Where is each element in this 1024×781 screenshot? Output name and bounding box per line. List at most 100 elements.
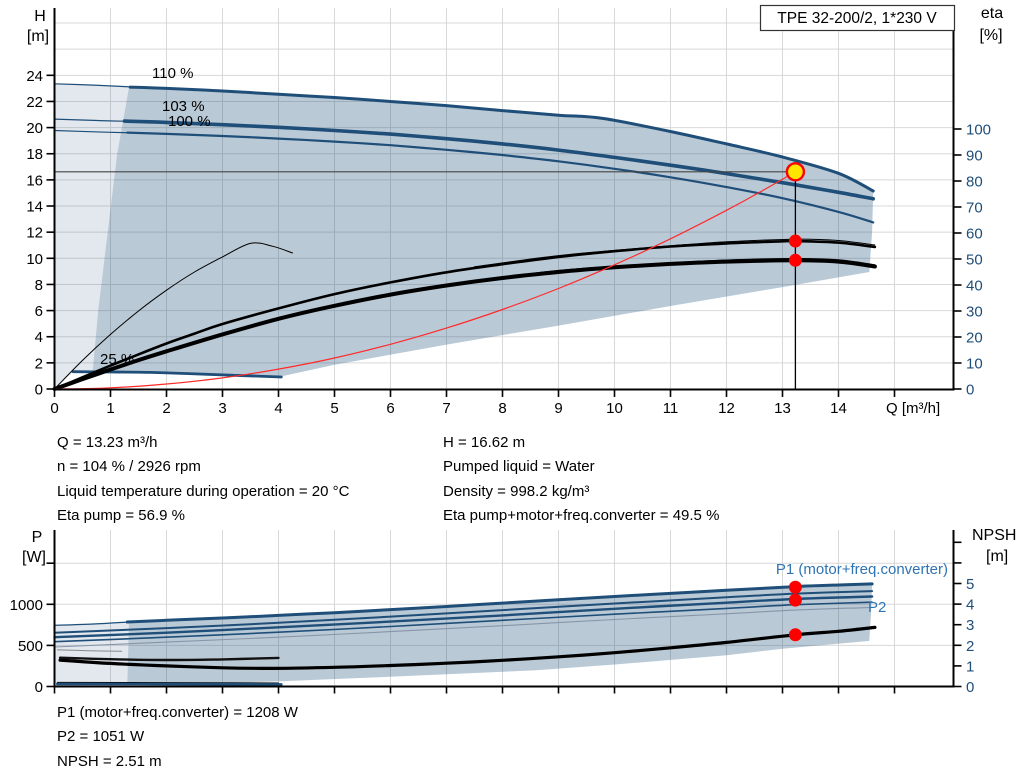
h-axis-tick-label: 22 [26, 94, 43, 111]
q-axis-tick-label: 6 [386, 400, 394, 417]
p1-max [125, 582, 874, 624]
eta-total [52, 258, 877, 391]
top-chart-markers [785, 162, 806, 267]
q-axis-tick-label: 11 [663, 400, 679, 417]
info-q: Q = 13.23 m³/h [57, 434, 158, 451]
eta-axis-tick-label: 30 [966, 304, 983, 321]
eta-axis-unit: [%] [979, 27, 1002, 44]
q-axis-tick-label: 4 [274, 400, 282, 417]
p2-low [53, 606, 873, 648]
h-axis-tick-label: 6 [35, 303, 43, 320]
duty-info-left: Q = 13.23 m³/h n = 104 % / 2926 rpm Liqu… [57, 431, 349, 528]
title-box-frame [759, 4, 956, 32]
p-axis-label: P [32, 529, 43, 546]
curve-label-100: 100 % [168, 113, 211, 130]
eta-axis-tick-label: 50 [966, 252, 983, 269]
q-axis-tick-label: 2 [162, 400, 170, 417]
eta-reduced-speed [54, 242, 293, 390]
eta-pump [53, 239, 877, 391]
p-axis-tick-label: 500 [18, 638, 43, 655]
bottom-chart-axes: 0 500 1000 0 1 2 3 4 5 [10, 530, 974, 696]
p2-max [53, 595, 874, 639]
p2-25-gray [56, 649, 123, 652]
affinity-parabola [53, 171, 796, 390]
npsh-axis-tick-label: 1 [966, 658, 974, 675]
npsh-axis-tick-label: 4 [966, 597, 974, 614]
eta-axis-label: eta [981, 5, 1003, 22]
curve-label-110: 110 % [152, 65, 193, 82]
p1-point [788, 580, 802, 594]
q-axis-label: Q [m³/h] [886, 400, 940, 417]
curve-label-103: 103 % [162, 98, 205, 115]
curve-label-p1: P1 (motor+freq.converter) [776, 561, 948, 578]
eta-pump-point [788, 234, 802, 248]
q-axis-tick-label: 5 [330, 400, 338, 417]
eta-axis-tick-label: 100 [966, 122, 991, 139]
top-chart-curves [52, 83, 877, 391]
bottom-chart-markers [788, 580, 802, 642]
eta-axis-tick-label: 60 [966, 226, 983, 243]
h-axis-tick-label: 24 [26, 68, 43, 85]
npsh-axis-label: NPSH [972, 527, 1016, 544]
eta-axis-tick-label: 90 [966, 148, 983, 165]
info-p1: P1 (motor+freq.converter) = 1208 W [57, 704, 298, 721]
eta-axis-tick-label: 10 [966, 356, 983, 373]
top-chart-axes: 0246810121416182022240102030405060708090… [26, 8, 991, 417]
npsh-axis-tick-label: 0 [966, 679, 974, 696]
p1-max-lead [53, 621, 131, 626]
npsh-axis-tick-label: 2 [966, 638, 974, 655]
h-axis-tick-label: 10 [26, 251, 43, 268]
eta-axis-tick-label: 70 [966, 200, 983, 217]
duty-info-right: H = 16.62 m Pumped liquid = Water Densit… [443, 431, 719, 528]
bottom-chart-curves [53, 582, 877, 686]
q-axis-tick-label: 10 [606, 400, 623, 417]
h-axis-tick-label: 16 [26, 172, 43, 189]
info-pumped-liquid: Pumped liquid = Water [443, 458, 595, 476]
duty-point [785, 162, 806, 182]
p-axis-tick-label: 1000 [10, 597, 43, 614]
h-axis-tick-label: 18 [26, 146, 43, 163]
eta-axis-tick-label: 0 [966, 382, 974, 399]
h-axis-tick-label: 4 [35, 329, 43, 346]
p1-mid [53, 590, 874, 634]
npsh-point [788, 628, 802, 642]
p-axis-tick-label: 0 [35, 679, 43, 696]
h-axis-tick-label: 12 [26, 225, 43, 242]
info-speed: n = 104 % / 2926 rpm [57, 458, 201, 476]
eta-axis-tick-label: 40 [966, 278, 983, 295]
info-p2: P2 = 1051 W [57, 728, 145, 746]
q-axis-tick-label: 9 [554, 400, 562, 417]
info-npsh: NPSH = 2.51 m [57, 752, 162, 770]
info-h: H = 16.62 m [443, 434, 526, 451]
info-eta-total: Eta pump+motor+freq.converter = 49.5 % [443, 506, 720, 524]
eta-total-point [788, 253, 802, 267]
power-info: P1 (motor+freq.converter) = 1208 W P2 = … [57, 701, 298, 774]
q-axis-tick-label: 13 [774, 400, 791, 417]
q-axis-tick-label: 12 [718, 400, 735, 417]
bottom-chart-envelope [54, 583, 873, 685]
operating-envelope-inner [92, 87, 874, 377]
pump-title: TPE 32-200/2, 1*230 V [777, 10, 937, 27]
p2-mid [53, 601, 873, 643]
curve-label-p2: P2 [868, 599, 886, 616]
p-axis-unit: [W] [22, 549, 46, 566]
info-eta-pump: Eta pump = 56.9 % [57, 506, 185, 524]
q-axis-tick-label: 0 [50, 400, 58, 417]
q-axis-tick-label: 3 [218, 400, 226, 417]
q-axis-tick-label: 7 [442, 400, 450, 417]
power-envelope-inner [127, 583, 873, 685]
h-axis-label: H [34, 8, 46, 25]
q-axis-tick-label: 1 [106, 400, 114, 417]
q-axis-tick-label: 8 [498, 400, 506, 417]
curve-label-25: 25 % [100, 351, 134, 368]
qh-100-lead [53, 129, 131, 134]
h-axis-tick-label: 8 [35, 277, 43, 294]
h-axis-tick-label: 20 [26, 120, 43, 137]
npsh-curve [58, 625, 877, 671]
qh-110 [128, 85, 875, 193]
p2-point [788, 593, 802, 607]
h-axis-tick-label: 2 [35, 355, 43, 372]
eta-axis-tick-label: 80 [966, 174, 983, 191]
